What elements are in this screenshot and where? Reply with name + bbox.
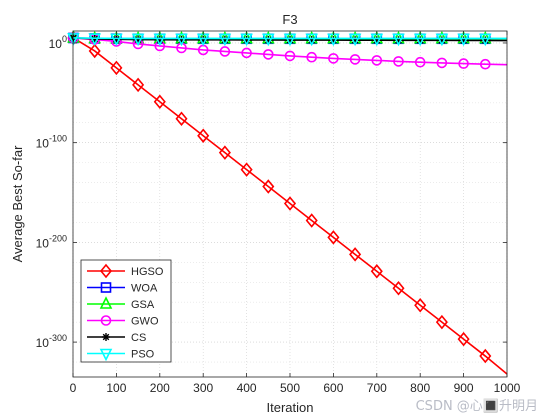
- data-marker-diamond: [175, 111, 188, 126]
- y-tick-label: 100: [49, 34, 67, 51]
- legend-label: GSA: [131, 299, 155, 311]
- y-tick-exponent: -100: [49, 134, 67, 144]
- data-marker-circle: [100, 315, 112, 326]
- data-marker-diamond: [197, 128, 210, 143]
- x-tick-label: 1000: [494, 381, 521, 395]
- legend-item-gwo: GWO: [87, 315, 159, 328]
- series-layer: [67, 30, 508, 375]
- legend-label: CS: [131, 332, 146, 344]
- data-marker-triangle-up: [99, 296, 113, 309]
- data-marker-circle: [219, 46, 231, 57]
- data-marker-diamond: [132, 77, 145, 93]
- x-tick-label: 300: [193, 381, 213, 395]
- data-marker-circle: [284, 50, 296, 62]
- y-tick-mantissa: 10: [36, 137, 50, 151]
- data-marker-triangle-down: [392, 33, 405, 47]
- data-marker-diamond: [327, 230, 340, 245]
- series-line-gwo: [73, 37, 508, 66]
- data-marker-diamond: [479, 348, 492, 364]
- y-tick-mantissa: 10: [36, 336, 50, 350]
- data-marker-diamond: [392, 281, 405, 296]
- data-marker-diamond: [305, 213, 318, 228]
- data-marker-diamond: [240, 162, 253, 177]
- data-marker-circle: [371, 55, 383, 66]
- x-tick-label: 400: [237, 381, 257, 395]
- legend-label: GWO: [131, 316, 159, 328]
- series-pso: [67, 33, 507, 47]
- data-marker-circle: [458, 58, 469, 69]
- y-tick-label: 10-100: [36, 134, 67, 151]
- data-marker-triangle-down: [175, 33, 188, 47]
- legend-item-woa: WOA: [87, 282, 158, 295]
- data-marker-diamond: [283, 196, 297, 211]
- legend-item-pso: PSO: [87, 348, 155, 362]
- x-tick-label: 900: [454, 381, 474, 395]
- data-marker-diamond: [218, 145, 231, 160]
- x-tick-label: 500: [280, 381, 300, 395]
- x-tick-label: 0: [70, 381, 77, 395]
- x-tick-label: 700: [367, 381, 387, 395]
- data-marker-triangle-down: [262, 33, 275, 47]
- data-marker-square: [100, 282, 112, 293]
- x-axis-ticks: 0 100 200 300 400 500 600 700 800 900 1000: [70, 31, 521, 395]
- x-tick-label: 100: [106, 381, 126, 395]
- data-marker-circle: [393, 56, 404, 67]
- y-axis-label: Average Best So-far: [10, 145, 25, 262]
- data-marker-circle: [262, 49, 274, 60]
- legend-item-cs: CS: [87, 332, 146, 344]
- y-tick-mantissa: 10: [36, 236, 50, 250]
- data-marker-diamond: [457, 331, 470, 347]
- data-marker-circle: [479, 58, 491, 70]
- data-marker-diamond: [110, 60, 123, 76]
- x-tick-label: 200: [150, 381, 170, 395]
- y-tick-mantissa: 10: [49, 37, 63, 51]
- data-marker-diamond: [414, 297, 427, 313]
- data-marker-diamond: [435, 314, 448, 330]
- data-marker-triangle-down: [218, 33, 232, 47]
- legend-box: [80, 259, 172, 363]
- data-marker-diamond: [370, 264, 383, 279]
- x-axis-label: Iteration: [267, 400, 314, 415]
- y-tick-exponent: -200: [49, 233, 67, 243]
- series-hgso: [67, 30, 508, 375]
- legend-label: HGSO: [131, 266, 164, 278]
- data-marker-triangle-down: [88, 33, 101, 46]
- series-line-hgso: [73, 37, 508, 375]
- data-marker-diamond: [262, 179, 275, 194]
- data-marker-circle: [349, 54, 361, 65]
- y-tick-label: 10-300: [36, 333, 67, 350]
- legend-label: WOA: [131, 283, 158, 295]
- data-marker-circle: [436, 57, 448, 69]
- data-marker-triangle-down: [131, 33, 145, 47]
- data-marker-diamond: [349, 247, 362, 262]
- y-tick-label: 10-200: [36, 233, 67, 250]
- legend: HGSO WOA GSA GWO CS PSO: [80, 259, 172, 363]
- chart-title: F3: [282, 12, 297, 27]
- data-marker-diamond: [88, 43, 101, 59]
- legend-item-hgso: HGSO: [87, 263, 164, 279]
- legend-label: PSO: [131, 349, 155, 361]
- data-marker-circle: [328, 53, 339, 64]
- data-marker-triangle-down: [99, 348, 113, 362]
- data-marker-triangle-down: [435, 33, 449, 47]
- data-marker-triangle-down: [348, 33, 362, 47]
- data-marker-circle: [414, 56, 426, 68]
- data-marker-triangle-down: [479, 33, 492, 47]
- asterisk-stroke: [102, 333, 110, 341]
- data-marker-circle: [306, 51, 318, 63]
- y-tick-exponent: 0: [62, 34, 67, 44]
- data-marker-circle: [241, 47, 252, 59]
- data-marker-triangle-down: [305, 33, 318, 47]
- y-tick-exponent: -300: [49, 333, 67, 343]
- data-marker-triangle-down: [67, 33, 80, 46]
- data-marker-diamond: [153, 94, 166, 110]
- x-tick-label: 600: [323, 381, 343, 395]
- data-marker-diamond: [99, 263, 113, 279]
- legend-item-gsa: GSA: [87, 296, 155, 311]
- watermark-text: CSDN @心🔳升明月: [415, 399, 538, 414]
- x-tick-label: 800: [410, 381, 430, 395]
- data-marker-asterisk: [102, 333, 110, 341]
